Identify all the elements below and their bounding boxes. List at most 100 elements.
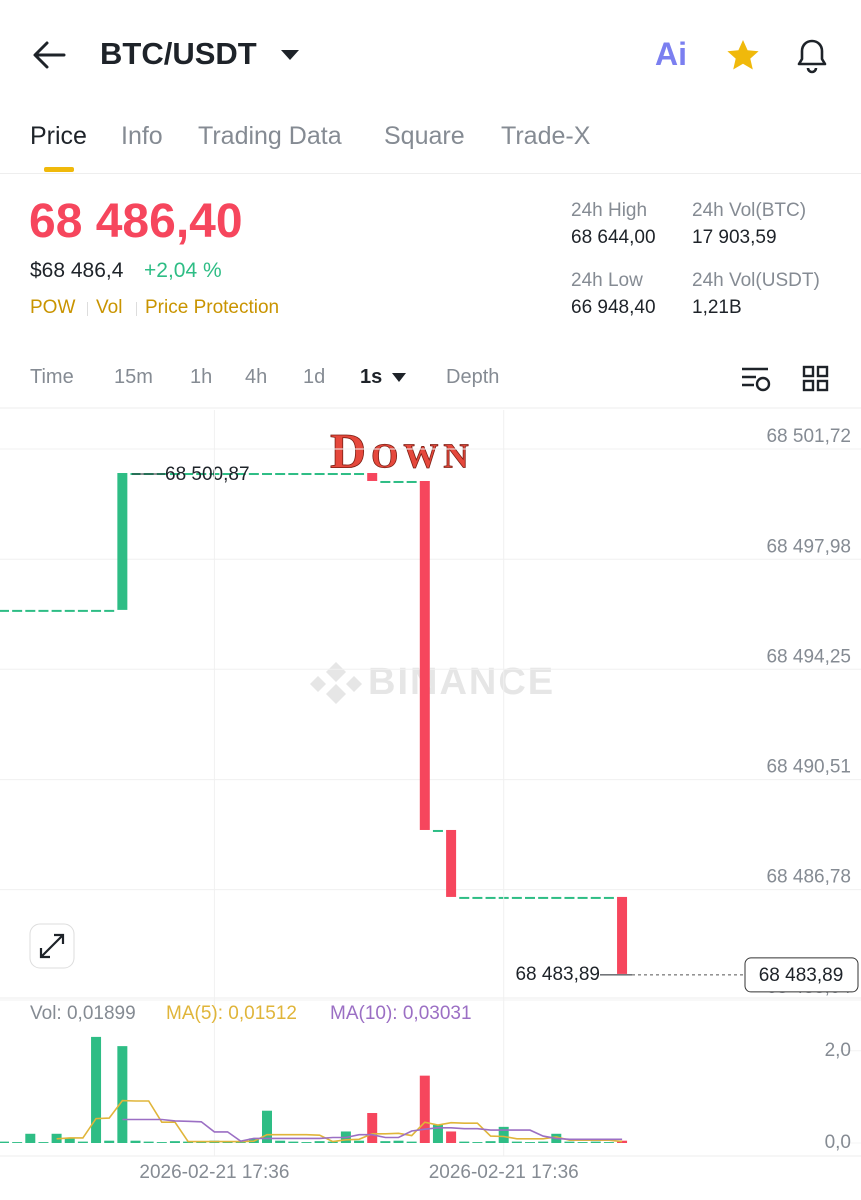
candle (525, 896, 535, 899)
stat-value: 17 903,59 (692, 227, 777, 248)
candle (38, 609, 49, 612)
candle (222, 473, 233, 476)
volume-bar (564, 1141, 575, 1143)
tab[interactable]: Square (384, 122, 465, 150)
interval[interactable]: 15m (114, 366, 153, 388)
candle (248, 473, 259, 476)
interval[interactable]: 1d (303, 366, 326, 388)
alert-bell[interactable] (794, 37, 830, 75)
x-tick-label: 2026-02-21 17:36 (429, 1162, 579, 1183)
candle (590, 896, 601, 899)
candle (367, 473, 378, 481)
tag[interactable]: Vol (96, 297, 123, 318)
candle (301, 473, 312, 476)
volume-bar (380, 1141, 391, 1143)
volume-bar (275, 1140, 286, 1143)
interval[interactable]: Time (30, 366, 74, 388)
candle (551, 896, 562, 899)
stat-label: 24h Vol(USDT) (692, 270, 820, 291)
volume-bar (511, 1141, 522, 1143)
candle (235, 473, 246, 476)
candle (380, 480, 391, 483)
last-price-box (744, 957, 859, 993)
candle (262, 473, 272, 476)
volume-bar (538, 1141, 549, 1143)
layout-icon[interactable] (802, 365, 830, 393)
volume-bar (525, 1142, 535, 1143)
volume-bar (393, 1140, 404, 1143)
ma-line (56, 1099, 623, 1143)
candle (617, 896, 628, 974)
stat-label: 24h High (571, 200, 648, 221)
y-tick-label: 68 490,51 (766, 757, 851, 778)
interval[interactable]: 4h (245, 366, 268, 388)
volume-bar (472, 1142, 483, 1143)
dropdown-icon[interactable] (280, 48, 300, 62)
volume-bar (485, 1141, 496, 1143)
volume-bar (38, 1142, 49, 1143)
stat-value: 68 644,00 (571, 227, 656, 248)
volume-bar (432, 1125, 443, 1143)
x-tick-label: 2026-02-21 17:36 (139, 1162, 289, 1183)
volume-bar (590, 1141, 601, 1143)
expand-button[interactable] (29, 923, 75, 969)
y-tick-label: 68 486,78 (766, 867, 851, 888)
tab[interactable]: Trading Data (198, 122, 342, 150)
candle (577, 896, 588, 899)
high-marker-label: 68 500,87 (165, 464, 250, 485)
volume-bar (301, 1142, 312, 1143)
candle (406, 480, 417, 483)
favorite-star[interactable] (725, 38, 761, 74)
pair-title[interactable]: BTC/USDT (100, 36, 257, 71)
volume-bar (156, 1142, 167, 1143)
candle (314, 473, 325, 476)
interval[interactable]: 1h (190, 366, 213, 388)
tab[interactable]: Price (30, 122, 87, 150)
volume-bar (0, 1141, 9, 1143)
y-tick-label: 68 501,72 (766, 426, 851, 447)
candle (91, 609, 102, 612)
volume-bar (12, 1142, 23, 1143)
ai-button[interactable]: Ai (655, 36, 687, 72)
tag[interactable]: POW (30, 297, 76, 318)
candle (183, 473, 194, 476)
tag-separator (87, 302, 88, 316)
tab-indicator (44, 167, 74, 172)
interval[interactable]: Depth (446, 366, 500, 388)
chart-settings-icon[interactable] (740, 365, 772, 393)
candle (169, 473, 180, 476)
interval[interactable]: 1s (360, 366, 383, 388)
tab[interactable]: Info (121, 122, 163, 150)
candle (327, 473, 338, 476)
volume-bar (262, 1110, 272, 1143)
candle (288, 473, 299, 476)
y-tick-label: 68 494,25 (766, 646, 851, 667)
candle (51, 609, 62, 612)
volume-bar (130, 1140, 141, 1143)
candle (12, 609, 23, 612)
last-price: 68 486,40 (29, 195, 243, 248)
candle (393, 480, 404, 483)
volume-bar (577, 1142, 588, 1143)
volume-bar (498, 1126, 509, 1143)
tab[interactable]: Trade-X (501, 122, 591, 150)
interval-dropdown[interactable] (391, 372, 407, 384)
volume-bar (446, 1131, 457, 1143)
ma-line (122, 1118, 623, 1143)
volume-bar (117, 1046, 128, 1143)
divider (0, 173, 861, 174)
stat-value: 1,21B (692, 297, 742, 318)
volume-legend: Vol: 0,01899 (30, 1003, 136, 1024)
tag[interactable]: Price Protection (145, 297, 280, 318)
watermark: BINANCE (368, 661, 555, 703)
volume-bar (603, 1142, 614, 1143)
tag-separator (136, 302, 137, 316)
candle (511, 896, 522, 899)
back-button[interactable] (32, 40, 66, 70)
ma-legend: MA(5): 0,01512 (166, 1003, 297, 1024)
candle (432, 829, 443, 832)
stat-value: 66 948,40 (571, 297, 656, 318)
candle (538, 896, 549, 899)
